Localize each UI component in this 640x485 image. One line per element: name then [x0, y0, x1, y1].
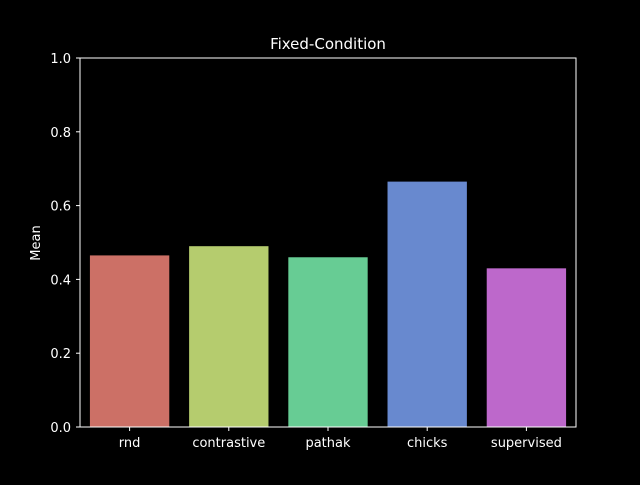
bar-chicks	[387, 181, 467, 427]
bars-group	[89, 181, 567, 427]
y-axis-label: Mean	[29, 225, 44, 260]
y-ticks-group: 0.0 0.2 0.4 0.6 0.8 1.0	[50, 52, 80, 436]
x-tick-label: contrastive	[192, 436, 265, 451]
x-tick-label: rnd	[119, 436, 141, 451]
plot-frame	[79, 57, 577, 428]
y-tick-label: 0.2	[50, 347, 71, 362]
bar-supervised	[486, 268, 567, 427]
x-tick-label: pathak	[305, 436, 351, 451]
x-tick-label: supervised	[491, 436, 562, 451]
chart-title: Fixed-Condition	[270, 35, 386, 53]
bar-contrastive	[189, 246, 269, 427]
y-tick-label: 0.6	[50, 200, 71, 215]
x-tick-label: chicks	[407, 436, 448, 451]
y-tick-label: 1.0	[50, 52, 71, 67]
y-tick-label: 0.0	[50, 421, 71, 436]
x-ticks-group: rnd contrastive pathak chicks supervised	[119, 427, 562, 451]
bar-pathak	[288, 257, 368, 427]
bar-rnd	[89, 255, 170, 427]
y-tick-label: 0.4	[50, 273, 71, 288]
y-tick-label: 0.8	[50, 126, 71, 141]
